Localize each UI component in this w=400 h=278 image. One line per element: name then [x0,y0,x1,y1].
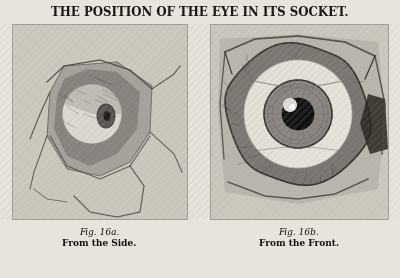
Text: From the Front.: From the Front. [259,239,339,247]
Circle shape [244,60,352,168]
Ellipse shape [97,104,115,128]
Text: THE POSITION OF THE EYE IN ITS SOCKET.: THE POSITION OF THE EYE IN ITS SOCKET. [51,6,349,19]
Bar [12,24,187,219]
Circle shape [282,98,314,130]
Circle shape [283,98,297,112]
Polygon shape [218,34,385,204]
Bar [210,24,388,219]
Text: Fig. 16a.: Fig. 16a. [79,227,120,237]
Polygon shape [360,94,388,154]
Text: Fig. 16b.: Fig. 16b. [279,227,319,237]
Text: From the Side.: From the Side. [62,239,137,247]
Wedge shape [64,84,122,114]
Polygon shape [47,62,152,176]
Polygon shape [54,69,140,166]
Circle shape [62,84,122,144]
Circle shape [264,80,332,148]
Ellipse shape [104,111,110,121]
Circle shape [289,104,295,110]
Polygon shape [225,43,371,185]
